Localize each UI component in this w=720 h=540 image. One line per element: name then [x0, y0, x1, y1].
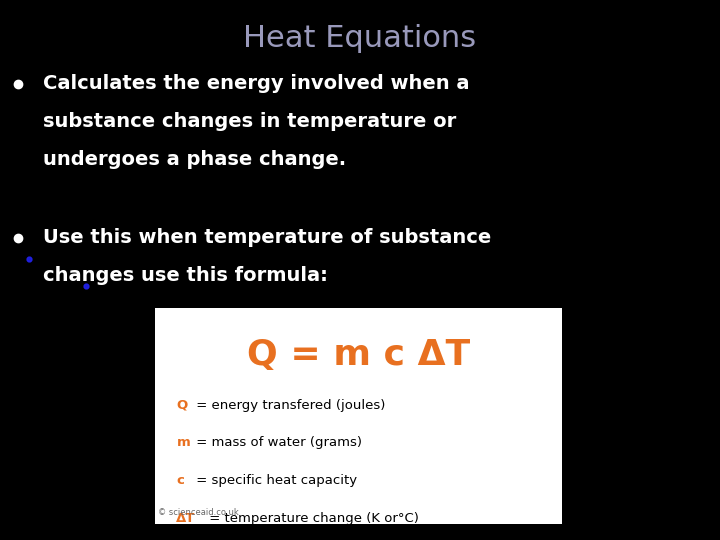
Text: c: c [176, 474, 184, 487]
Text: undergoes a phase change.: undergoes a phase change. [43, 150, 346, 169]
Text: = mass of water (grams): = mass of water (grams) [192, 436, 362, 449]
Text: ΔT: ΔT [176, 512, 196, 525]
Text: Use this when temperature of substance: Use this when temperature of substance [43, 228, 492, 247]
Text: = specific heat capacity: = specific heat capacity [192, 474, 357, 487]
Text: = temperature change (K or°C): = temperature change (K or°C) [205, 512, 419, 525]
Text: Heat Equations: Heat Equations [243, 24, 477, 53]
Text: Q: Q [176, 399, 188, 411]
Text: © scienceaid.co.uk: © scienceaid.co.uk [158, 508, 239, 517]
FancyBboxPatch shape [155, 308, 562, 524]
Text: Calculates the energy involved when a: Calculates the energy involved when a [43, 74, 469, 93]
Text: changes use this formula:: changes use this formula: [43, 266, 328, 285]
Text: = energy transfered (joules): = energy transfered (joules) [192, 399, 386, 411]
Text: substance changes in temperature or: substance changes in temperature or [43, 112, 456, 131]
Text: m: m [176, 436, 190, 449]
Text: Q = m c ΔT: Q = m c ΔT [246, 339, 470, 372]
